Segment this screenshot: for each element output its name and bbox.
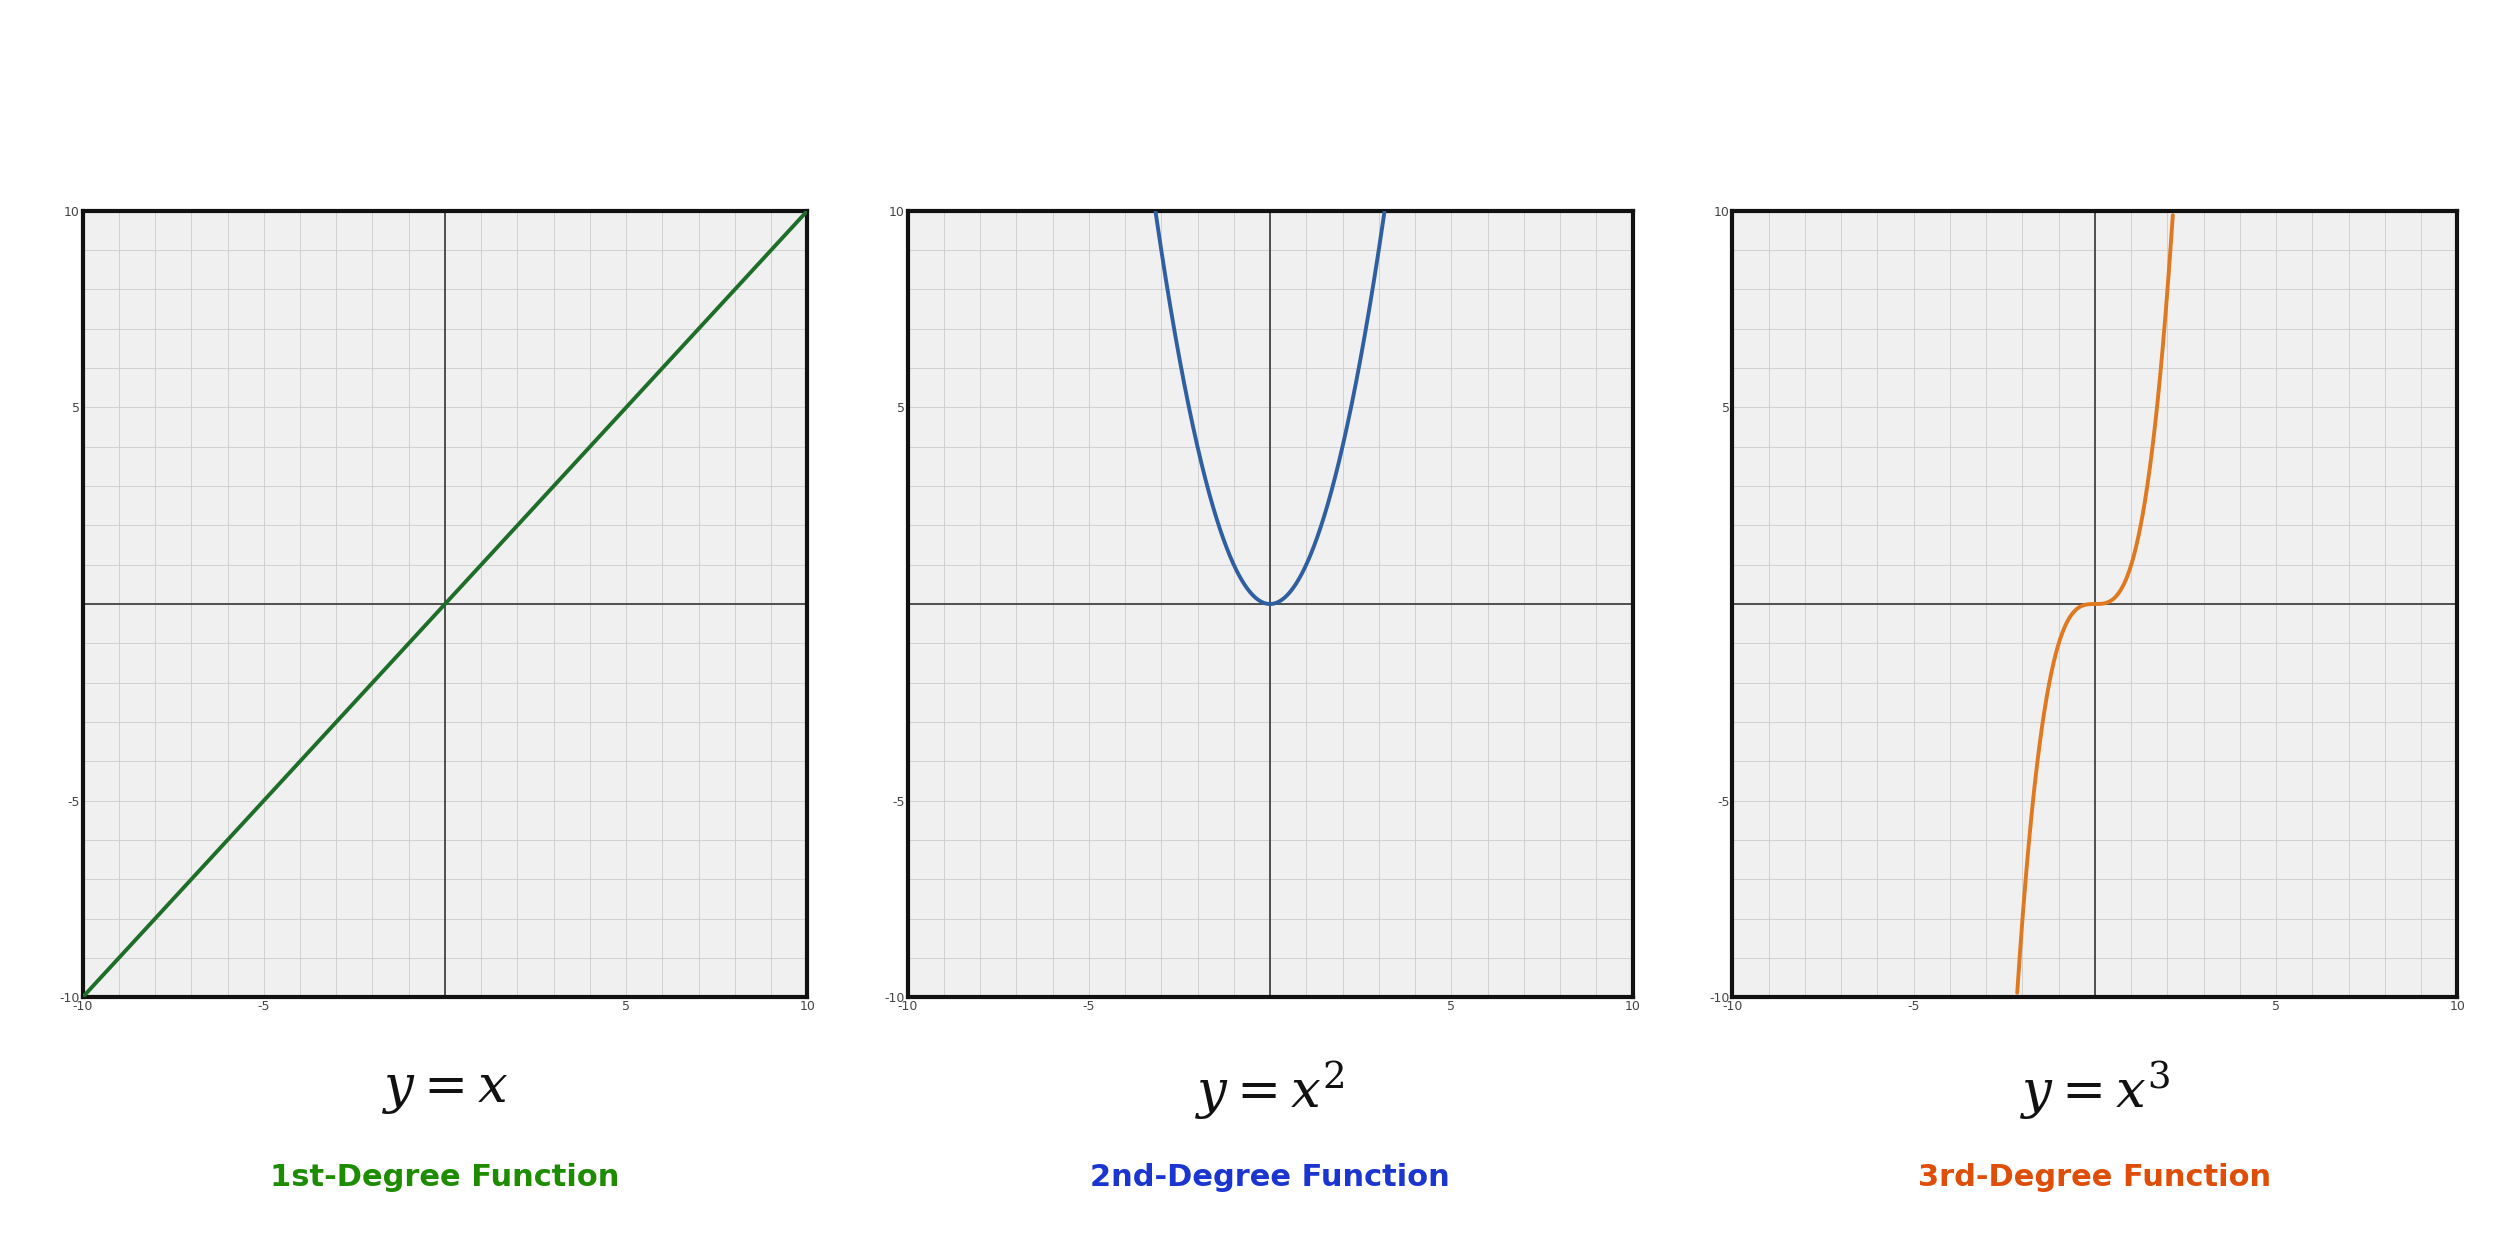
Text: $y = x^3$: $y = x^3$ [2020, 1059, 2170, 1121]
Text: Linear Function
Parent Graph: Linear Function Parent Graph [275, 62, 615, 155]
Text: Quadratic Function
Parent Graph: Quadratic Function Parent Graph [1062, 62, 1478, 155]
Text: 3rd-Degree Function: 3rd-Degree Function [1918, 1162, 2272, 1192]
Text: $y = x$: $y = x$ [382, 1064, 508, 1116]
Text: 2nd-Degree Function: 2nd-Degree Function [1090, 1162, 1450, 1192]
Text: $y = x^2$: $y = x^2$ [1195, 1059, 1345, 1121]
Text: Cubic Function
Parent Graph: Cubic Function Parent Graph [1932, 62, 2258, 155]
Text: 1st-Degree Function: 1st-Degree Function [270, 1162, 620, 1192]
